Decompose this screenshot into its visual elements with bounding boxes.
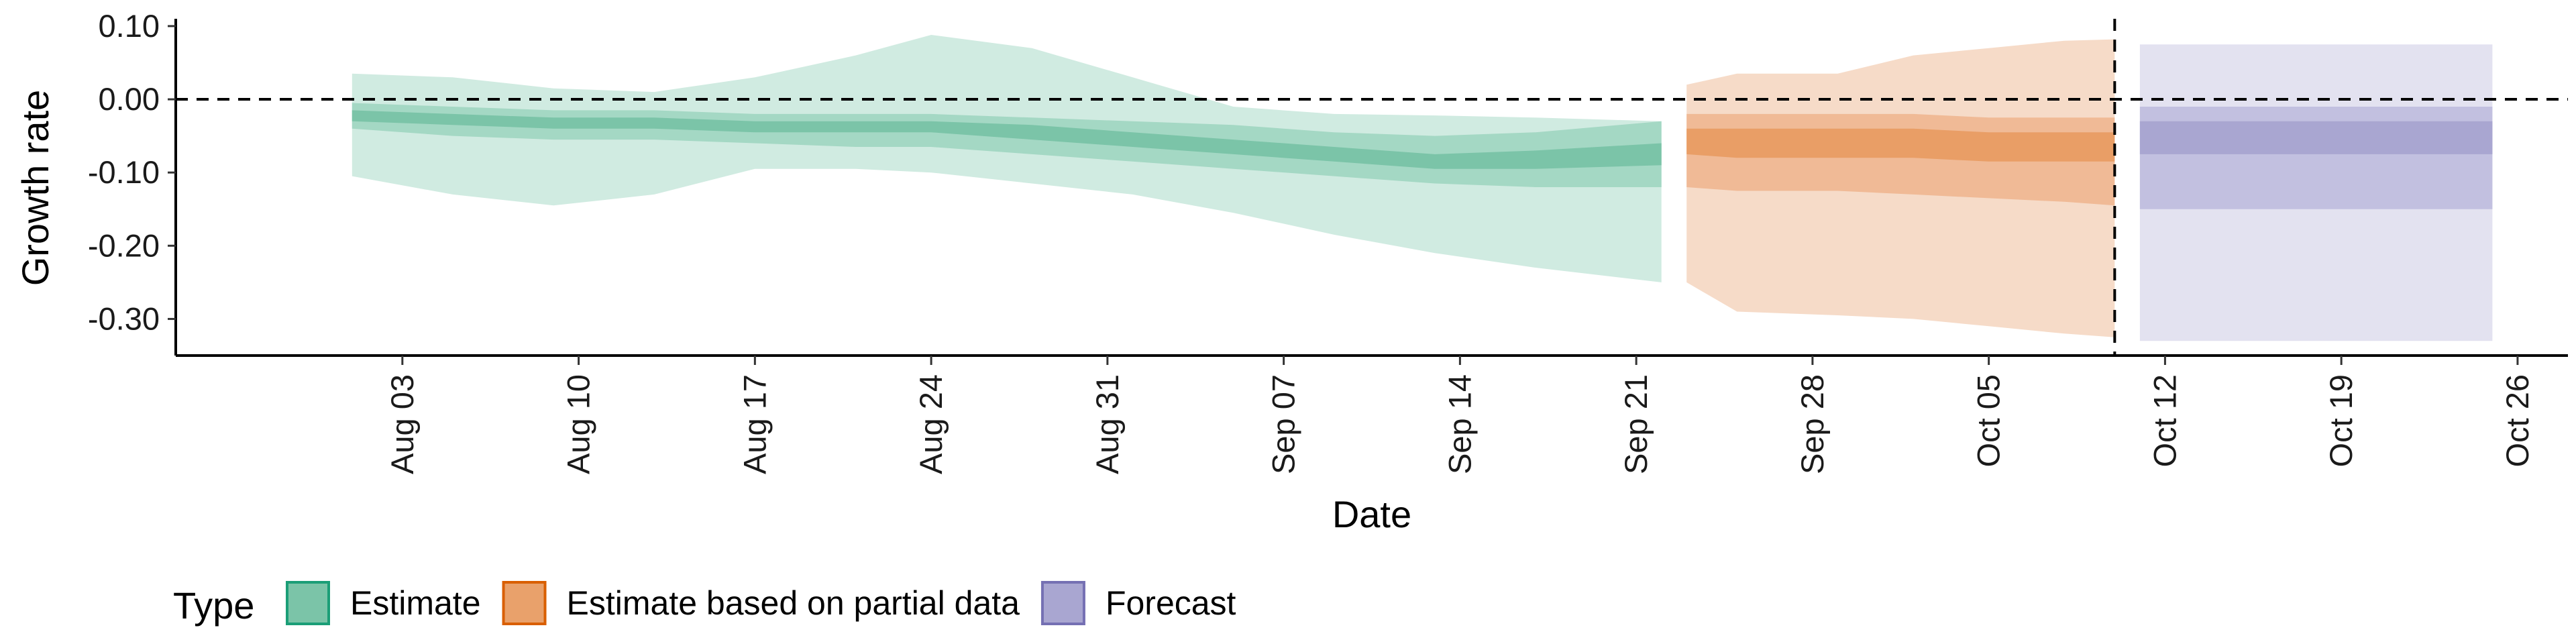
legend-title: Type: [173, 584, 254, 627]
legend-swatch-estimate-based-on-partial-data: [502, 581, 547, 625]
x-tick-label: Aug 10: [561, 374, 596, 474]
y-tick-label: -0.10: [88, 154, 160, 190]
estimate-based-on-partial-data-inner-band: [1686, 128, 2115, 162]
x-tick-label: Oct 19: [2323, 374, 2359, 467]
y-tick-label: 0.00: [99, 81, 160, 117]
x-ticks: Aug 03 Aug 10 Aug 17 Aug 24 Aug 31 Sep 07 Sep …: [384, 356, 2535, 474]
legend-swatch-forecast: [1040, 581, 1085, 625]
x-tick-label: Sep 07: [1266, 374, 1301, 474]
estimate-inner-band: [352, 110, 1662, 169]
y-tick-label: -0.30: [88, 301, 160, 336]
legend-swatch-estimate: [286, 581, 330, 625]
x-tick-label: Sep 14: [1442, 374, 1477, 474]
x-tick-label: Oct 26: [2500, 374, 2535, 467]
uncertainty-bands: [352, 35, 2493, 341]
y-tick-label: 0.10: [99, 8, 160, 44]
forecast-inner-band: [2139, 121, 2493, 154]
estimate-outer-band: [352, 35, 1662, 282]
x-tick-label: Sep 21: [1618, 374, 1654, 474]
x-tick-label: Oct 12: [2147, 374, 2182, 467]
legend-label-forecast: Forecast: [1106, 584, 1236, 622]
legend-label-estimate: Estimate: [350, 584, 481, 622]
x-tick-label: Oct 05: [1971, 374, 2006, 467]
x-tick-label: Aug 17: [737, 374, 772, 474]
x-tick-label: Sep 28: [1794, 374, 1830, 474]
x-axis-title: Date: [1332, 493, 1411, 535]
x-tick-label: Aug 03: [384, 374, 420, 474]
x-tick-label: Aug 24: [913, 374, 949, 474]
y-ticks: 0.10 0.00 -0.10 -0.20 -0.30: [88, 8, 176, 336]
reference-lines: [176, 19, 2568, 356]
axes: [174, 19, 2568, 357]
y-axis-title: Growth rate: [14, 90, 56, 286]
legend: Type Estimate Estimate based on partial d…: [173, 581, 1236, 627]
y-tick-label: -0.20: [88, 227, 160, 263]
legend-label-estimate-based-on-partial-data: Estimate based on partial data: [567, 584, 1020, 622]
x-tick-label: Aug 31: [1089, 374, 1125, 474]
